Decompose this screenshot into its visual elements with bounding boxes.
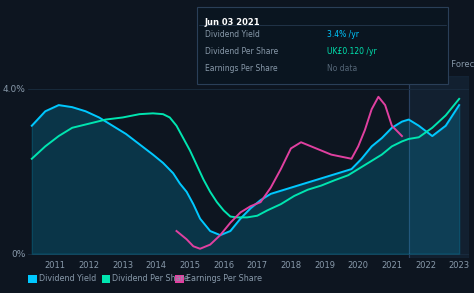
Text: Jun 03 2021: Jun 03 2021 <box>205 18 260 27</box>
Text: No data: No data <box>327 64 357 73</box>
Bar <box>409 76 469 258</box>
Text: 3.4% /yr: 3.4% /yr <box>327 30 359 39</box>
Text: Past: Past <box>387 60 404 69</box>
Text: Analysts Forecasts: Analysts Forecasts <box>413 60 474 69</box>
Text: Dividend Yield: Dividend Yield <box>39 275 96 283</box>
Text: Earnings Per Share: Earnings Per Share <box>205 64 277 73</box>
Text: Dividend Per Share: Dividend Per Share <box>112 275 189 283</box>
Text: Dividend Per Share: Dividend Per Share <box>205 47 278 56</box>
Text: Earnings Per Share: Earnings Per Share <box>186 275 262 283</box>
Text: Dividend Yield: Dividend Yield <box>205 30 260 39</box>
Text: UK£0.120 /yr: UK£0.120 /yr <box>327 47 377 56</box>
